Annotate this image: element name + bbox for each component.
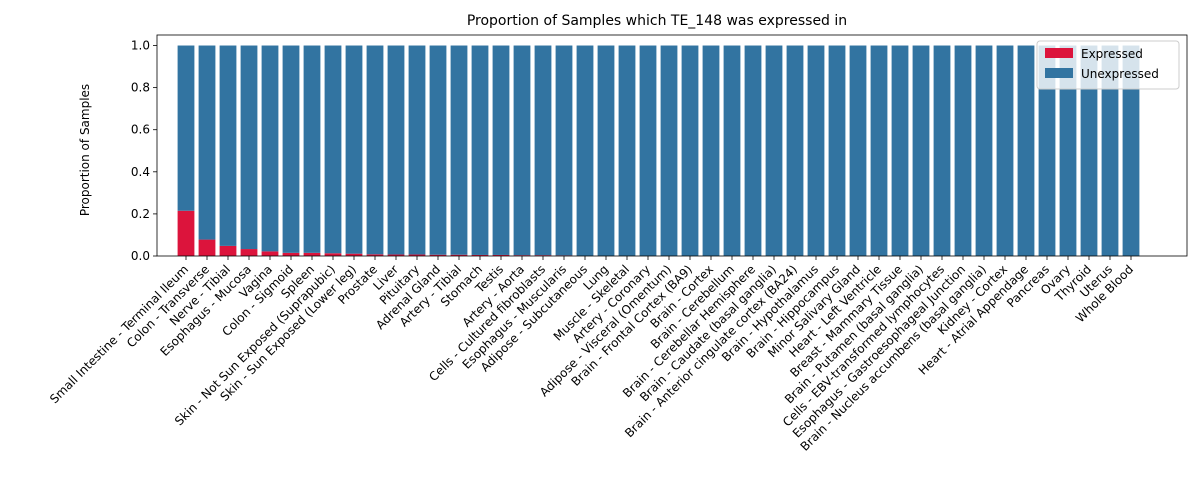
bar-unexpressed — [828, 45, 846, 257]
bar-expressed — [408, 254, 426, 256]
bar-unexpressed — [1080, 45, 1098, 257]
bar-expressed — [534, 255, 552, 256]
bar-unexpressed — [702, 45, 720, 257]
bar-unexpressed — [429, 45, 447, 255]
bar-unexpressed — [660, 45, 678, 257]
bar-unexpressed — [912, 45, 930, 257]
bar-expressed — [261, 251, 279, 256]
bar-expressed — [240, 249, 258, 256]
bar-unexpressed — [240, 45, 258, 250]
bar-unexpressed — [933, 45, 951, 257]
bar-unexpressed — [366, 45, 384, 255]
bars-layer — [177, 45, 1140, 257]
legend-label-unexpressed: Unexpressed — [1081, 67, 1159, 81]
bar-unexpressed — [954, 45, 972, 257]
bar-unexpressed — [450, 45, 468, 255]
legend-swatch-unexpressed — [1045, 68, 1073, 78]
bar-expressed — [177, 210, 195, 256]
bar-expressed — [429, 254, 447, 256]
bar-unexpressed — [891, 45, 909, 257]
bar-unexpressed — [513, 45, 531, 256]
bar-unexpressed — [870, 45, 888, 257]
y-axis-label: Proportion of Samples — [78, 84, 92, 216]
bar-unexpressed — [555, 45, 573, 256]
y-tick-label: 1.0 — [131, 39, 150, 53]
bar-unexpressed — [177, 45, 195, 211]
bar-expressed — [303, 252, 321, 256]
bar-unexpressed — [597, 45, 615, 257]
bar-expressed — [198, 239, 216, 256]
bar-unexpressed — [408, 45, 426, 255]
bar-unexpressed — [765, 45, 783, 257]
legend-label-expressed: Expressed — [1081, 47, 1143, 61]
bar-unexpressed — [1038, 45, 1056, 257]
bar-unexpressed — [786, 45, 804, 257]
y-tick-label: 0.6 — [131, 123, 150, 137]
bar-expressed — [492, 254, 510, 256]
bar-unexpressed — [744, 45, 762, 257]
bar-unexpressed — [639, 45, 657, 257]
bar-unexpressed — [261, 45, 279, 252]
bar-unexpressed — [723, 45, 741, 257]
bar-unexpressed — [387, 45, 405, 255]
plot-frame — [156, 34, 1188, 257]
bar-unexpressed — [807, 45, 825, 257]
bar-unexpressed — [219, 45, 237, 246]
bar-unexpressed — [282, 45, 300, 253]
y-tick-label: 0.8 — [131, 81, 150, 95]
bar-unexpressed — [1059, 45, 1077, 257]
bar-unexpressed — [1101, 45, 1119, 257]
bar-unexpressed — [324, 45, 342, 254]
bar-expressed — [366, 254, 384, 256]
bar-unexpressed — [618, 45, 636, 257]
bar-expressed — [324, 253, 342, 256]
chart-title: Proportion of Samples which TE_148 was e… — [467, 13, 847, 29]
legend-swatch-expressed — [1045, 48, 1073, 58]
bar-unexpressed — [681, 45, 699, 257]
bar-unexpressed — [1017, 45, 1035, 257]
bar-unexpressed — [849, 45, 867, 257]
bar-unexpressed — [303, 45, 321, 253]
bar-unexpressed — [996, 45, 1014, 257]
bar-unexpressed — [576, 45, 594, 257]
bar-expressed — [450, 254, 468, 256]
y-tick-label: 0.0 — [131, 249, 150, 263]
bar-unexpressed — [975, 45, 993, 257]
bar-expressed — [282, 252, 300, 256]
axes-layer: 0.0 0.2 0.4 0.6 0.8 1.0 Small Intestine - Term… — [47, 34, 1188, 454]
bar-expressed — [219, 245, 237, 256]
bar-expressed — [471, 254, 489, 256]
bar-unexpressed — [1122, 45, 1140, 257]
x-tick-label: Small Intestine - Terminal Ileum — [47, 262, 191, 406]
bar-unexpressed — [492, 45, 510, 255]
bar-unexpressed — [534, 45, 552, 256]
bar-expressed — [387, 254, 405, 256]
bar-expressed — [345, 253, 363, 256]
bar-unexpressed — [471, 45, 489, 255]
bar-unexpressed — [345, 45, 363, 254]
y-tick-label: 0.2 — [131, 207, 150, 221]
y-tick-label: 0.4 — [131, 165, 150, 179]
bar-unexpressed — [198, 45, 216, 240]
bar-expressed — [513, 255, 531, 256]
legend: Expressed Unexpressed — [1036, 40, 1180, 90]
